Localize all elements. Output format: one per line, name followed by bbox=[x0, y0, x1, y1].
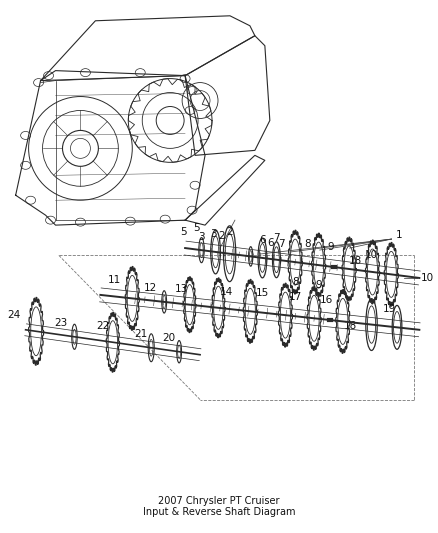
Text: 22: 22 bbox=[96, 321, 110, 332]
Text: 3: 3 bbox=[198, 232, 205, 242]
Text: 1: 1 bbox=[396, 230, 403, 240]
Text: 2: 2 bbox=[218, 231, 225, 241]
Text: 20: 20 bbox=[162, 333, 176, 343]
Text: 2: 2 bbox=[226, 227, 233, 237]
Text: 3: 3 bbox=[210, 229, 216, 239]
Text: 24: 24 bbox=[7, 310, 21, 320]
Text: 7: 7 bbox=[278, 239, 285, 249]
Text: 16: 16 bbox=[319, 295, 333, 305]
Text: 7: 7 bbox=[273, 233, 280, 243]
Text: 23: 23 bbox=[54, 318, 67, 328]
Text: 8: 8 bbox=[304, 239, 311, 249]
Text: 9: 9 bbox=[327, 242, 334, 252]
Text: 15: 15 bbox=[256, 288, 269, 298]
Text: 18: 18 bbox=[349, 256, 362, 266]
Text: 19: 19 bbox=[383, 304, 396, 313]
Text: 18: 18 bbox=[343, 321, 357, 331]
Text: 10: 10 bbox=[364, 250, 378, 260]
Text: 21: 21 bbox=[134, 329, 148, 339]
Text: 2007 Chrysler PT Cruiser
Input & Reverse Shaft Diagram: 2007 Chrysler PT Cruiser Input & Reverse… bbox=[143, 496, 295, 517]
Text: 9: 9 bbox=[315, 280, 322, 290]
Text: 10: 10 bbox=[421, 273, 434, 283]
Text: 13: 13 bbox=[175, 284, 188, 294]
Text: 17: 17 bbox=[289, 292, 302, 302]
Text: 5: 5 bbox=[180, 227, 187, 237]
Text: 6: 6 bbox=[267, 238, 274, 248]
Text: 5: 5 bbox=[194, 223, 200, 232]
Text: 12: 12 bbox=[144, 283, 157, 293]
Text: 11: 11 bbox=[108, 276, 121, 286]
Text: 8: 8 bbox=[292, 277, 299, 287]
Text: 14: 14 bbox=[220, 287, 233, 297]
Text: 6: 6 bbox=[259, 235, 266, 245]
